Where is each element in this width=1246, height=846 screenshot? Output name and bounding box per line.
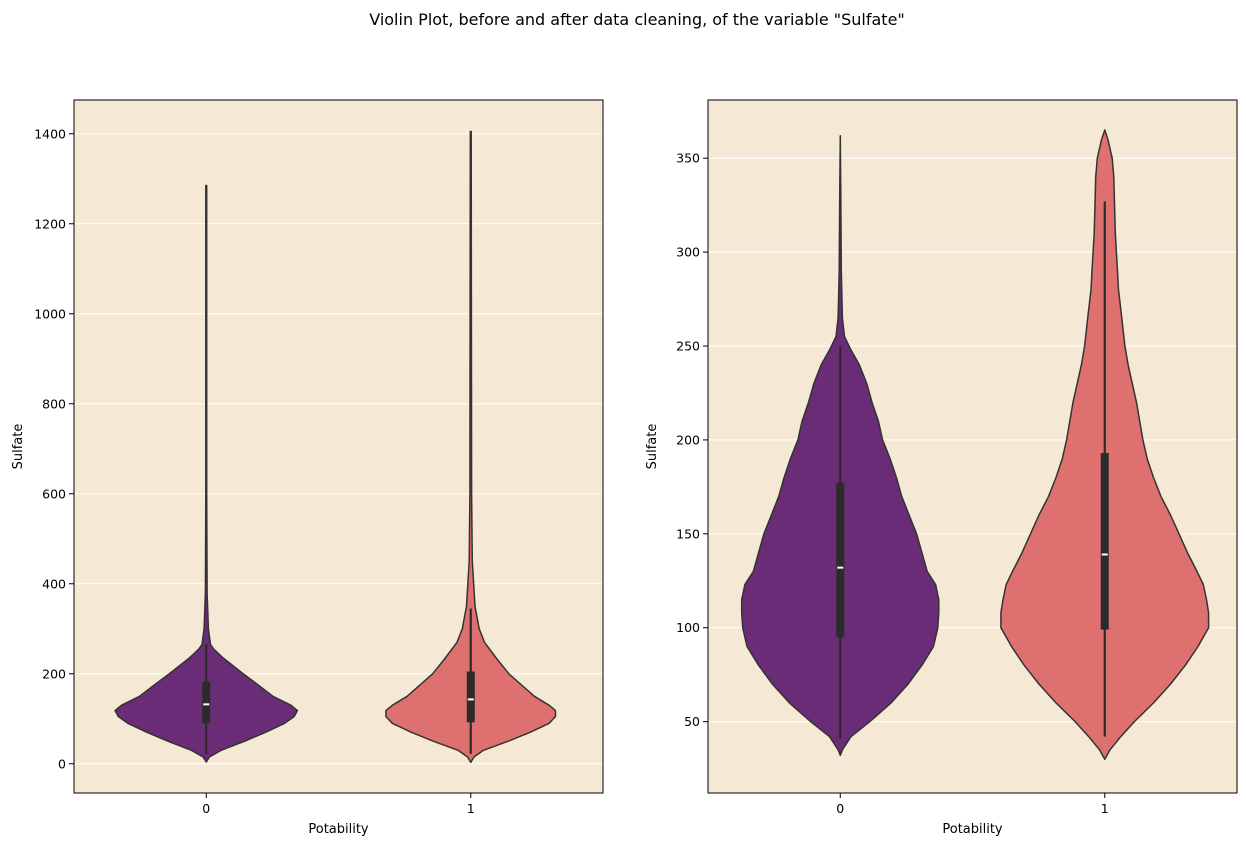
axes-frame xyxy=(73,99,604,794)
panel-after-cleaning: 50 100 150 200 250 300 350 0 1 Potability Sulfate xyxy=(645,99,1238,837)
violin-iqr-box-1 xyxy=(466,671,475,723)
plot-area xyxy=(74,100,603,793)
y-tick-label: 1000 xyxy=(34,306,66,321)
y-tick-label: 800 xyxy=(42,396,66,411)
violin-iqr-box-0 xyxy=(836,483,845,638)
y-tick-label: 600 xyxy=(42,486,66,501)
y-tick-label: 1400 xyxy=(34,126,66,141)
panel-before-cleaning: 0 200 400 600 800 1000 1200 1400 0 1 Potability Sul… xyxy=(11,99,604,837)
y-tick-label: 350 xyxy=(676,151,700,166)
y-tick-label: 100 xyxy=(676,620,700,635)
x-tick-label: 1 xyxy=(1101,801,1109,816)
y-axis-label: Sulfate xyxy=(11,424,26,470)
y-axis-label: Sulfate xyxy=(645,424,660,470)
violin-body-1 xyxy=(385,130,557,764)
violin-body-0 xyxy=(114,184,299,763)
x-tick-label: 0 xyxy=(836,801,844,816)
y-tick-label: 200 xyxy=(676,432,700,447)
y-tick-label: 50 xyxy=(684,714,700,729)
x-axis-label: Potability xyxy=(308,822,369,837)
violin-iqr-box-1 xyxy=(1100,453,1109,630)
x-tick-label: 0 xyxy=(202,801,210,816)
y-tick-label: 0 xyxy=(58,756,66,771)
y-tick-label: 200 xyxy=(42,666,66,681)
y-tick-label: 250 xyxy=(676,339,700,354)
x-axis-label: Potability xyxy=(942,822,1003,837)
y-tick-label: 400 xyxy=(42,576,66,591)
x-tick-label: 1 xyxy=(467,801,475,816)
y-tick-label: 1200 xyxy=(34,216,66,231)
violin-iqr-box-0 xyxy=(202,681,211,724)
y-tick-label: 150 xyxy=(676,526,700,541)
y-tick-label: 300 xyxy=(676,245,700,260)
figure-title: Violin Plot, before and after data clean… xyxy=(369,10,905,29)
axes-frame xyxy=(707,99,1238,794)
